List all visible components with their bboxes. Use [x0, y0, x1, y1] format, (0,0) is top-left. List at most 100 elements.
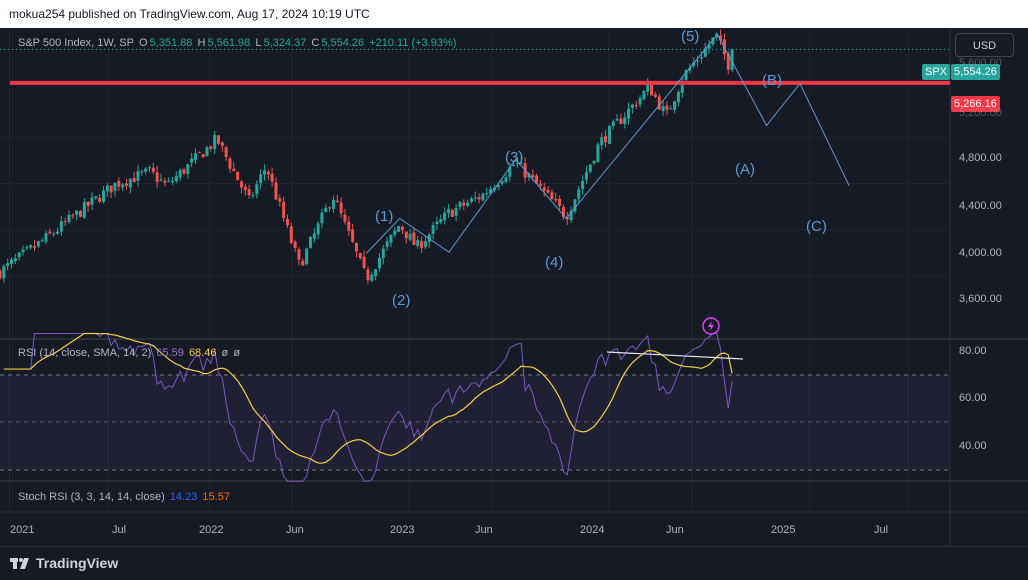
chart-canvas[interactable]	[0, 28, 1028, 546]
candle-body	[63, 221, 67, 223]
chart-grid	[0, 28, 950, 512]
main-legend: S&P 500 Index, 1W, SP O 5,351.88 H 5,561.9…	[18, 37, 457, 49]
candle-body	[0, 270, 2, 279]
candle-body	[431, 225, 435, 234]
candle-body	[197, 151, 201, 153]
wave-label-3: (3)	[505, 149, 524, 166]
candle-body	[293, 241, 297, 248]
open-value: 5,351.88	[149, 37, 193, 49]
candle-body	[588, 164, 592, 172]
candle-body	[90, 197, 94, 205]
symbol-title[interactable]: S&P 500 Index, 1W, SP	[18, 37, 134, 49]
wave-label-1: (1)	[375, 208, 394, 225]
candle-body	[362, 256, 366, 268]
candle-body	[558, 198, 562, 207]
candle-body	[504, 177, 508, 183]
candle-body	[680, 81, 684, 93]
candle-body	[420, 241, 424, 249]
candle-body	[462, 202, 466, 206]
candle-body	[174, 176, 178, 182]
candle-body	[178, 170, 182, 178]
candle-body	[236, 171, 240, 181]
candle-body	[186, 164, 190, 174]
candle-body	[136, 171, 140, 181]
alert-icon	[702, 317, 720, 335]
candle-body	[627, 108, 631, 119]
candle-body	[538, 183, 542, 186]
candle-body	[232, 168, 236, 172]
candle-body	[36, 240, 40, 247]
candle-body	[435, 221, 439, 224]
low-value: 5,324.37	[263, 37, 307, 49]
candle-body	[289, 226, 293, 243]
candle-body	[301, 260, 305, 266]
candle-body	[78, 211, 82, 217]
candle-body	[439, 219, 443, 223]
candle-body	[535, 175, 539, 184]
stoch-title[interactable]: Stoch RSI (3, 3, 14, 14, close)	[18, 491, 165, 503]
candle-body	[285, 218, 289, 226]
candle-body	[646, 84, 650, 92]
wave-label-c: (C)	[806, 218, 827, 235]
candle-body	[726, 53, 730, 70]
publisher-bar: mokua254 published on TradingView.com, A…	[0, 0, 1028, 28]
candle-body	[703, 48, 707, 57]
rsi-title[interactable]: RSI (14, close, SMA, 14, 2)	[18, 347, 152, 359]
candle-body	[159, 179, 163, 181]
tradingview-logo[interactable]: TradingView	[10, 555, 118, 571]
candle-body	[52, 233, 56, 235]
candle-body	[638, 97, 642, 105]
candle-body	[316, 223, 320, 235]
candle-body	[450, 210, 454, 217]
candle-body	[374, 269, 378, 277]
time-tick: 2025	[771, 524, 796, 536]
candle-body	[443, 212, 447, 221]
candle-body	[25, 247, 29, 249]
candle-body	[397, 226, 401, 232]
candle-body	[320, 212, 324, 224]
candle-body	[86, 201, 90, 207]
stoch-d-value: 15.57	[202, 491, 230, 503]
symbol-tag: SPX	[922, 64, 951, 80]
candle-body	[297, 249, 301, 260]
chart-area[interactable]: S&P 500 Index, 1W, SP O 5,351.88 H 5,561.9…	[0, 28, 1028, 546]
candle-body	[665, 105, 669, 110]
candle-body	[657, 96, 661, 110]
currency-button[interactable]: USD	[955, 33, 1014, 57]
candle-body	[584, 172, 588, 180]
candle-body	[604, 135, 608, 143]
candle-body	[615, 118, 619, 121]
candle-body	[673, 101, 677, 110]
time-tick: 2023	[390, 524, 415, 536]
candle-body	[117, 181, 121, 187]
candle-body	[255, 184, 259, 195]
candle-body	[182, 169, 186, 174]
candle-body	[696, 60, 700, 62]
wave-label-4: (4)	[545, 254, 564, 271]
candle-body	[477, 197, 481, 200]
candle-body	[389, 234, 393, 243]
candle-body	[224, 147, 228, 158]
candle-body	[94, 196, 98, 199]
candle-body	[366, 269, 370, 281]
footer-bar: TradingView	[0, 546, 1028, 580]
candle-body	[630, 104, 634, 108]
candle-body	[611, 121, 615, 127]
candle-body	[404, 231, 408, 239]
candle-body	[592, 160, 596, 164]
candle-body	[324, 207, 328, 212]
candle-body	[354, 242, 358, 252]
candle-body	[454, 207, 458, 216]
candle-body	[239, 181, 243, 188]
candle-body	[423, 241, 427, 247]
candle-body	[201, 154, 205, 158]
candle-body	[6, 263, 10, 267]
candle-body	[163, 180, 167, 183]
candle-body	[512, 164, 516, 166]
candle-body	[147, 167, 151, 169]
candle-body	[554, 198, 558, 201]
candle-body	[565, 216, 569, 220]
elliott-wave-lines	[365, 32, 850, 254]
candle-body	[730, 49, 734, 70]
